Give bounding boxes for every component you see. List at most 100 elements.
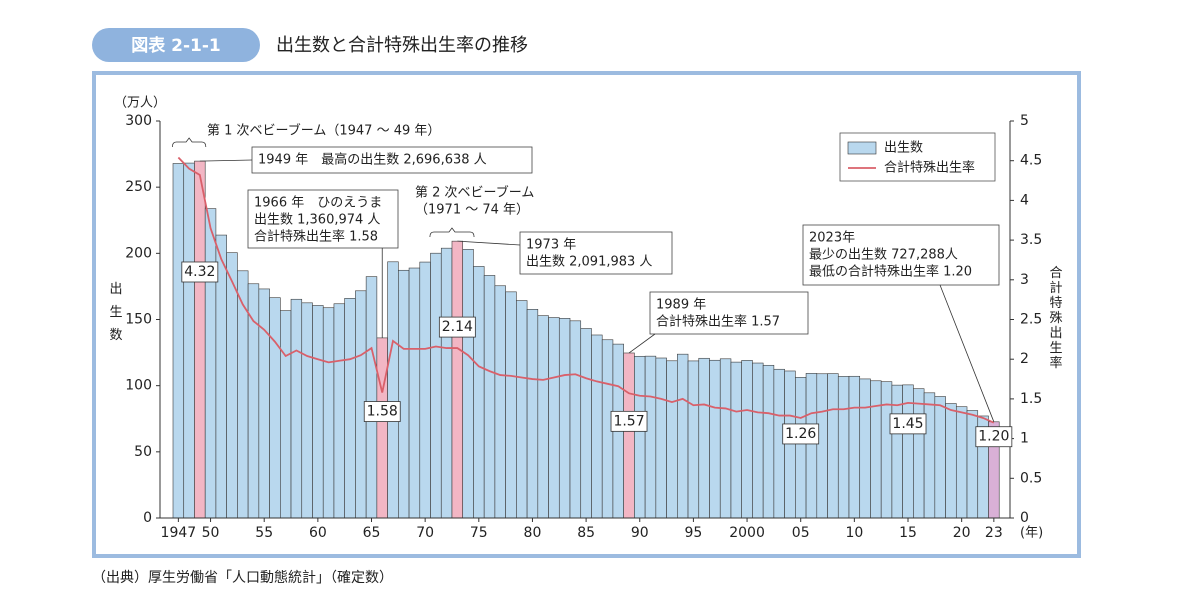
bar [591, 334, 603, 519]
y-tick-label: 50 [134, 444, 152, 460]
y-tick-label: 150 [125, 312, 152, 328]
badge-bg [92, 28, 260, 62]
bar [408, 267, 421, 519]
bar [677, 353, 689, 519]
bar [183, 162, 195, 519]
bar [237, 270, 249, 519]
bar [247, 283, 260, 519]
bar [634, 355, 646, 519]
annotation-box [519, 231, 673, 275]
bar [880, 381, 893, 519]
bar [655, 357, 667, 519]
source: （出典）厚生労働省「人口動態統計」（確定数） [92, 570, 393, 586]
x-tick-label: 60 [309, 525, 327, 541]
bar [827, 373, 839, 519]
bar [494, 285, 506, 519]
y-unit: （万人） [114, 96, 166, 111]
bar [430, 252, 442, 519]
x-tick-label: 15 [899, 525, 917, 541]
annotation: 出生数 1,360,974 人 [254, 213, 380, 228]
bar [462, 249, 474, 519]
value-label: 1.45 [892, 416, 923, 432]
bar [945, 403, 957, 519]
bar [698, 357, 710, 519]
annotation-box [649, 291, 809, 335]
x-tick-label: 10 [845, 525, 863, 541]
legend-swatch [847, 141, 877, 155]
bar [344, 298, 356, 519]
bar [719, 358, 732, 519]
bar [301, 302, 313, 519]
bar [387, 261, 399, 519]
annotation: 1966 年 ひのえうま [254, 196, 382, 211]
annotation: 第 1 次ベビーブーム（1947 ～ 49 年） [207, 123, 440, 139]
x-tick-label: 20 [953, 525, 971, 541]
bar [752, 362, 764, 519]
bar [526, 309, 539, 519]
annotation: 合計特殊出生率 1.57 [656, 314, 780, 330]
bar [955, 406, 968, 519]
y-tick-label: 0 [143, 510, 152, 526]
y2-axis-title: 合計特殊出生率 [1047, 266, 1063, 371]
bar [258, 288, 270, 519]
x-tick-label: 70 [416, 525, 434, 541]
bar [666, 360, 678, 519]
x-unit: (年) [1020, 526, 1043, 541]
bar [537, 315, 549, 519]
annotation: 第 2 次ベビーブーム [415, 185, 534, 201]
y2-tick-label: 4 [1020, 192, 1029, 208]
bar [913, 388, 925, 519]
value-label: 1.58 [367, 404, 398, 420]
bar [333, 303, 345, 519]
annotation-leader [199, 159, 253, 162]
annotation: 合計特殊出生率 1.58 [254, 229, 378, 245]
bar [516, 300, 528, 519]
y2-tick-label: 4.5 [1020, 153, 1042, 169]
y-tick-label: 100 [125, 378, 152, 394]
annotation-box [247, 189, 399, 249]
x-tick-label: 65 [363, 525, 381, 541]
bar [290, 298, 303, 519]
value-label-box [975, 426, 1013, 448]
bar [623, 352, 635, 519]
annotation: 最低の合計特殊出生率 1.20 [809, 264, 972, 280]
x-tick-label: 80 [524, 525, 542, 541]
bar [709, 359, 721, 519]
bar [419, 261, 431, 519]
x-tick-label: 05 [792, 525, 810, 541]
bar [548, 317, 560, 519]
bar [376, 337, 388, 519]
legend-label: 合計特殊出生率 [884, 160, 975, 176]
y2-tick-label: 5 [1020, 113, 1029, 129]
value-label-box [889, 413, 927, 435]
frame [92, 71, 1081, 558]
annotation: 2023年 [809, 231, 855, 246]
annotation-box [802, 224, 1000, 286]
bar [870, 380, 882, 519]
bar [269, 297, 281, 519]
page-title: 出生数と合計特殊出生率の推移 [276, 35, 528, 56]
bar [505, 291, 517, 519]
x-tick-label: 95 [684, 525, 702, 541]
bar [848, 375, 861, 519]
annotation-box [251, 146, 533, 174]
bar [580, 328, 592, 519]
x-tick-label: 2000 [729, 525, 765, 541]
annotation: 1949 年 最高の出生数 2,696,638 人 [258, 152, 487, 168]
y2-tick-label: 3.5 [1020, 232, 1042, 248]
bar [816, 373, 828, 519]
annotation: 出生数 2,091,983 人 [526, 255, 652, 270]
bar [365, 276, 378, 519]
value-label-box [438, 316, 476, 338]
bar [934, 396, 946, 519]
value-label: 1.20 [978, 429, 1009, 445]
y2-tick-label: 1.5 [1020, 391, 1042, 407]
bar [795, 377, 807, 519]
y2-tick-label: 2 [1020, 351, 1029, 367]
bar [558, 318, 571, 519]
bar [902, 384, 914, 519]
y-tick-label: 250 [125, 179, 152, 195]
bar [172, 163, 185, 519]
